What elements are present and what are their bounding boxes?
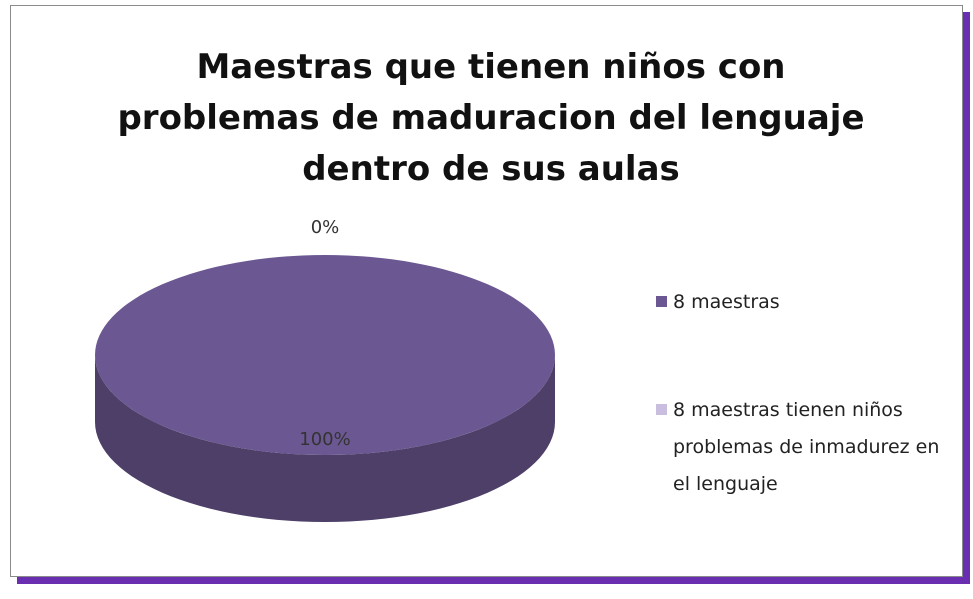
legend-item: 8 maestras tienen niños problemas de inm… — [656, 392, 956, 503]
pie-side — [95, 355, 555, 522]
legend-swatch — [656, 404, 667, 415]
legend-swatch — [656, 296, 667, 307]
legend-label: 8 maestras tienen niños problemas de inm… — [673, 399, 940, 495]
chart-title: Maestras que tienen niños con problemas … — [117, 47, 865, 189]
data-label: 100% — [299, 429, 350, 450]
pie-slice — [95, 255, 555, 455]
legend-label: 8 maestras — [673, 291, 780, 313]
data-label: 0% — [311, 217, 340, 238]
legend-item: 8 maestras — [656, 284, 956, 321]
